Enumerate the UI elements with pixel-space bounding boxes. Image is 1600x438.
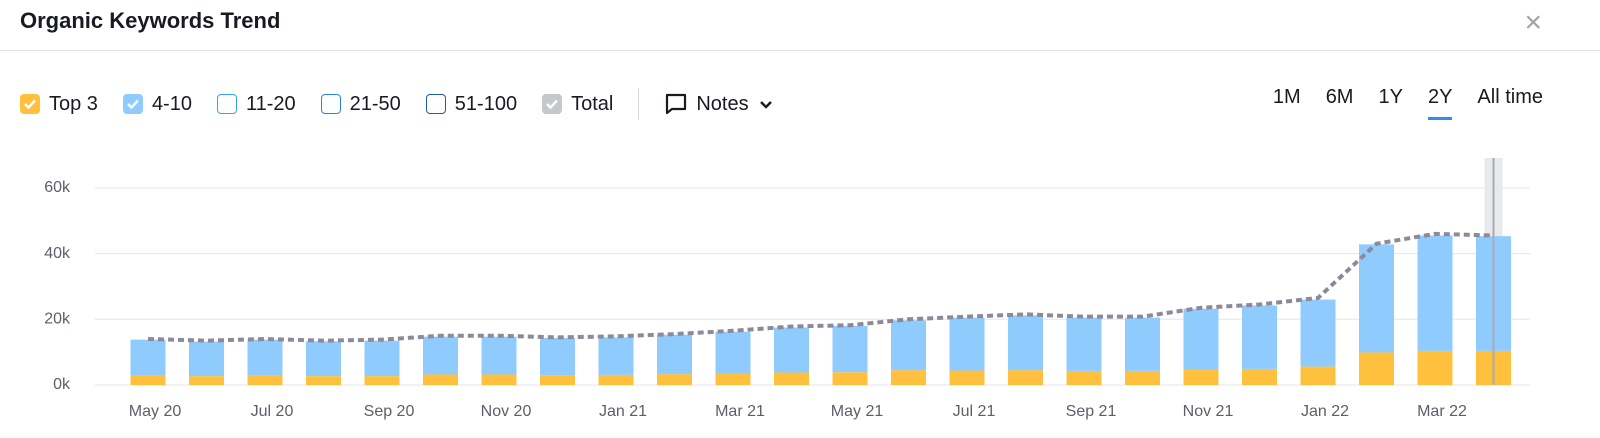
checkbox[interactable] [320, 94, 341, 114]
divider [638, 88, 640, 120]
x-tick-label: Jul 20 [251, 403, 294, 420]
y-tick-label: 20k [44, 311, 71, 328]
bar-segment [1183, 369, 1219, 385]
y-tick-label: 60k [44, 179, 71, 196]
legend-label: Top 3 [49, 92, 98, 115]
bar-segment [891, 320, 926, 371]
legend-label: 11-20 [245, 92, 296, 115]
bar-segment [130, 375, 166, 385]
y-tick-label: 0k [53, 376, 71, 393]
x-tick-label: Nov 20 [481, 403, 532, 420]
range-button[interactable]: 1Y [1378, 86, 1403, 108]
chart: 0k 20k 40k 60k May 20 Jul 20 Sep 20 Nov 20 Jan 2… [44, 158, 1530, 420]
checkbox[interactable] [122, 94, 143, 114]
legend: Top 3 4-10 11-20 21-50 51-100 Total Note… [20, 88, 775, 120]
legend-item[interactable]: 21-50 [320, 92, 401, 116]
x-tick-label: Jan 22 [1301, 403, 1349, 420]
legend-item[interactable]: 51-100 [425, 92, 518, 116]
bar-segment [832, 325, 868, 373]
range-button[interactable]: 6M [1325, 86, 1354, 108]
bar-segment [657, 374, 692, 385]
notes-icon [666, 93, 687, 115]
bar-segment [247, 339, 283, 376]
bar-segment [306, 376, 341, 385]
legend-label: 4-10 [151, 92, 192, 115]
bar-segment [306, 341, 341, 377]
legend-item[interactable]: 4-10 [122, 92, 192, 116]
chevron [759, 101, 772, 109]
bar-segment [364, 340, 400, 377]
range-button[interactable]: 1M [1272, 86, 1301, 108]
bar-segment [1066, 370, 1102, 385]
notes-dropdown[interactable]: Notes [664, 92, 774, 116]
checkbox[interactable] [425, 94, 446, 114]
bar-segment [774, 327, 809, 373]
x-tick-label: Nov 21 [1183, 403, 1234, 420]
checkbox[interactable] [20, 94, 40, 114]
checkbox[interactable] [542, 94, 563, 114]
range-selector: 1M 6M 1Y 2Y All time [1248, 86, 1543, 120]
bar-segment [1359, 352, 1394, 385]
bar-segment [774, 372, 809, 385]
bar-segment [1359, 244, 1394, 353]
x-tick-label: Sep 21 [1066, 403, 1117, 420]
range-button[interactable]: All time [1477, 86, 1543, 108]
bar-segment [949, 370, 985, 385]
bar-segment [189, 376, 224, 385]
bar-segment [540, 375, 575, 385]
bar-segment [598, 374, 634, 385]
x-tick-label: May 20 [129, 403, 182, 420]
bar-segment [891, 370, 926, 385]
bar-segment [1125, 317, 1160, 371]
x-tick-label: Mar 21 [715, 403, 765, 420]
legend-label: Total [571, 92, 614, 115]
panel-title: Organic Keywords Trend [20, 8, 281, 33]
bar-segment [189, 341, 224, 377]
separator [0, 50, 1600, 51]
bar-segment [657, 334, 692, 375]
bar-segment [423, 374, 458, 385]
bar-segment [1242, 305, 1277, 369]
x-tick-label: Sep 20 [364, 403, 415, 420]
x-tick-label: Jul 21 [953, 403, 996, 420]
bar-segment [949, 317, 985, 371]
bar-segment [1417, 350, 1453, 385]
bar-segment [1417, 235, 1453, 351]
x-tick-label: Jan 21 [599, 403, 647, 420]
bar-segment [1183, 308, 1219, 370]
legend-label: 21-50 [349, 92, 401, 115]
bar-segment [715, 373, 751, 385]
bar-segment [1066, 317, 1102, 371]
legend-item[interactable]: Total [542, 93, 613, 116]
x-tick-label: May 21 [831, 403, 884, 420]
bar-segment [481, 336, 517, 375]
bar-segment [423, 336, 458, 375]
y-tick-label: 40k [44, 245, 71, 262]
bar-segment [481, 374, 517, 385]
bar-segment [247, 375, 283, 385]
legend-item[interactable]: Top 3 [20, 93, 98, 116]
bar-segment [715, 331, 751, 374]
checkbox[interactable] [216, 94, 237, 114]
bar-segment [1300, 366, 1336, 385]
bar-segment [1008, 370, 1043, 385]
bar-segment [832, 372, 868, 385]
bar-segment [1008, 315, 1043, 371]
legend-label: 51-100 [454, 92, 518, 115]
bar-segment [1125, 370, 1160, 385]
total-line [147, 231, 1494, 343]
notes-label: Notes [696, 92, 749, 115]
x-tick-label: Mar 22 [1417, 403, 1467, 420]
bar-segment [364, 376, 400, 385]
bar-segment [1242, 368, 1277, 385]
range-button[interactable]: 2Y [1427, 86, 1453, 120]
bar-segment [130, 339, 166, 376]
bar-segment [1300, 299, 1336, 367]
bar-segment [540, 338, 575, 376]
legend-item[interactable]: 11-20 [216, 92, 296, 116]
close-button[interactable]: × [1524, 6, 1542, 39]
bar-segment [598, 337, 634, 375]
